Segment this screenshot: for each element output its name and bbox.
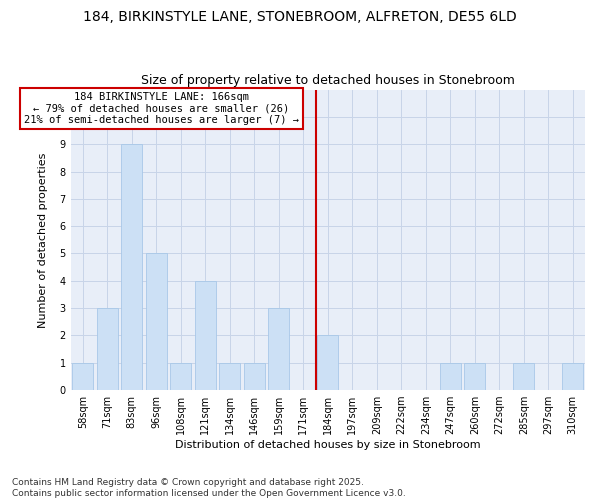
Bar [121, 144, 142, 390]
Bar [464, 363, 485, 390]
Bar [317, 336, 338, 390]
Bar [195, 281, 216, 390]
Bar [268, 308, 289, 390]
Title: Size of property relative to detached houses in Stonebroom: Size of property relative to detached ho… [141, 74, 515, 87]
Bar [73, 363, 93, 390]
Bar [440, 363, 461, 390]
Text: 184, BIRKINSTYLE LANE, STONEBROOM, ALFRETON, DE55 6LD: 184, BIRKINSTYLE LANE, STONEBROOM, ALFRE… [83, 10, 517, 24]
Bar [514, 363, 534, 390]
Bar [97, 308, 118, 390]
Bar [220, 363, 240, 390]
Bar [170, 363, 191, 390]
Text: Contains HM Land Registry data © Crown copyright and database right 2025.
Contai: Contains HM Land Registry data © Crown c… [12, 478, 406, 498]
X-axis label: Distribution of detached houses by size in Stonebroom: Distribution of detached houses by size … [175, 440, 481, 450]
Text: 184 BIRKINSTYLE LANE: 166sqm
← 79% of detached houses are smaller (26)
21% of se: 184 BIRKINSTYLE LANE: 166sqm ← 79% of de… [24, 92, 299, 126]
Bar [562, 363, 583, 390]
Y-axis label: Number of detached properties: Number of detached properties [38, 152, 48, 328]
Bar [146, 254, 167, 390]
Bar [244, 363, 265, 390]
